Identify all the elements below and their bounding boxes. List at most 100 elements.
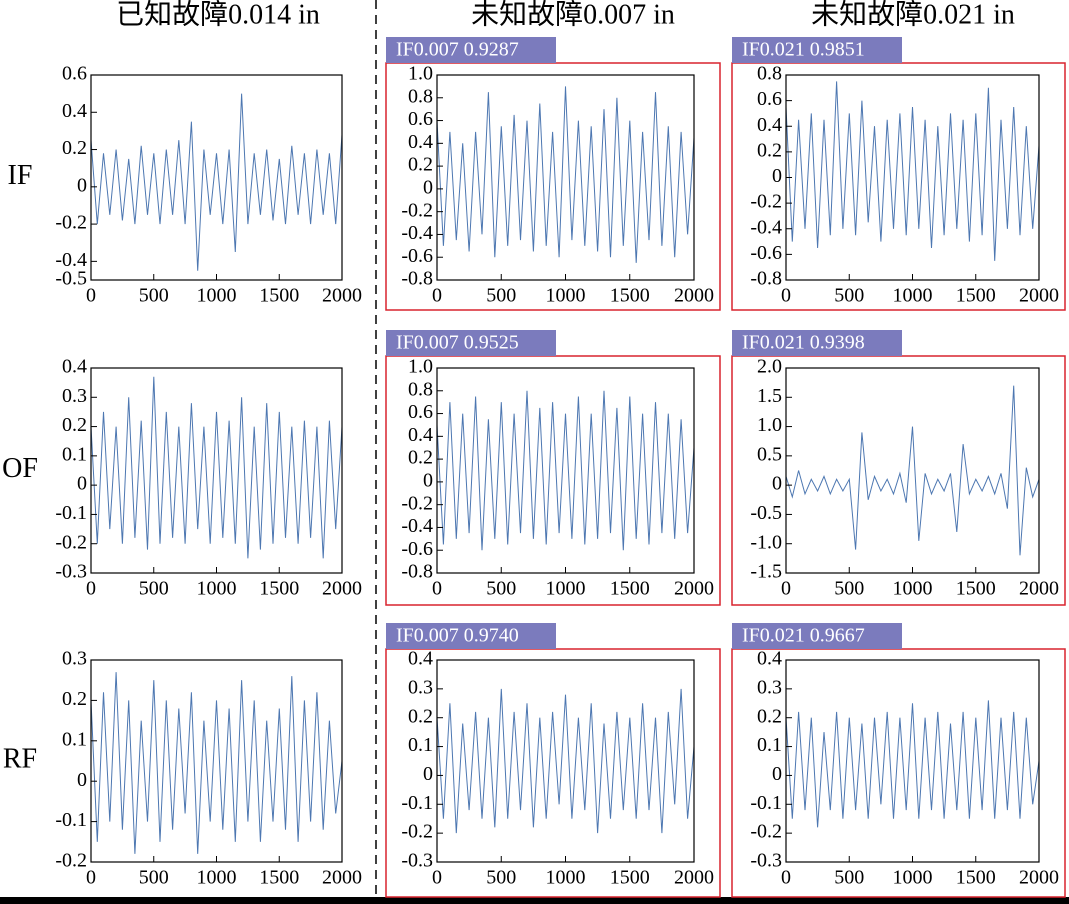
y-tick-label: 0.1 [408,734,433,756]
highlight-box [385,648,721,898]
y-tick-label: -0.2 [55,850,87,872]
x-tick-label: 500 [486,578,516,600]
y-tick-label: 0.2 [757,705,782,727]
signal-line [785,700,1040,828]
y-tick-label: -0.2 [55,531,87,553]
label-badge [732,623,902,649]
x-tick-label: 1000 [197,867,237,889]
y-tick-label: 0.6 [62,63,87,85]
row-label: IF [8,160,33,191]
label-badge [386,37,556,63]
x-tick-label: 2000 [674,578,714,600]
y-tick-label: -0.2 [401,492,433,514]
x-tick-label: 1500 [259,578,299,600]
y-tick-label: -0.8 [401,268,433,290]
axes-frame [90,659,343,863]
x-tick-label: 500 [139,285,169,307]
y-tick-label: 0.2 [62,137,87,159]
label-badge [732,330,902,356]
x-tick-label: 1500 [259,867,299,889]
x-tick-label: 0 [432,867,442,889]
y-tick-label: -0.4 [750,216,782,238]
y-tick-label: 0 [772,763,782,785]
y-tick-label: -0.4 [401,515,433,537]
signal-line [90,93,343,271]
x-tick-label: 1500 [259,285,299,307]
badge-text: IF0.007 0.9740 [396,625,519,647]
y-tick-label: 0.8 [408,85,433,107]
y-tick-label: 0.1 [62,728,87,750]
column-title: 未知故障0.007 in [471,0,675,30]
y-tick-label: 1.5 [757,385,782,407]
signal-line [436,390,695,551]
badge-text: IF0.021 0.9667 [742,625,865,647]
x-tick-label: 0 [86,867,96,889]
axes-frame [436,74,695,281]
signal-line [785,81,1040,261]
y-tick-label: 0.1 [757,734,782,756]
y-tick-label: 0.6 [408,401,433,423]
y-tick-label: -0.3 [55,561,87,583]
x-tick-label: 2000 [674,285,714,307]
x-tick-label: 500 [834,867,864,889]
y-tick-label: 0.3 [757,676,782,698]
y-tick-label: 0 [423,176,433,198]
x-tick-label: 2000 [1019,285,1059,307]
y-tick-label: -0.1 [750,792,782,814]
badge-text: IF0.021 0.9398 [742,332,865,354]
x-tick-label: 2000 [322,578,362,600]
badge-text: IF0.007 0.9525 [396,332,519,354]
y-tick-label: -1.5 [750,561,782,583]
x-tick-label: 1500 [956,578,996,600]
signal-line [90,672,343,854]
x-tick-label: 1000 [197,578,237,600]
y-tick-label: -0.3 [750,850,782,872]
y-tick-label: 0.3 [408,676,433,698]
y-tick-label: -0.8 [750,268,782,290]
x-tick-label: 1000 [893,578,933,600]
label-badge [386,330,556,356]
column-title: 已知故障0.014 in [116,0,320,30]
y-tick-label: 0.3 [62,648,87,670]
x-tick-label: 2000 [1019,578,1059,600]
y-tick-label: 0.6 [757,88,782,110]
x-tick-label: 1500 [956,285,996,307]
y-tick-label: 0.2 [408,447,433,469]
x-tick-label: 500 [486,867,516,889]
y-tick-label: 0.2 [408,705,433,727]
bottom-bar [0,897,1069,904]
x-tick-label: 1000 [893,285,933,307]
y-tick-label: 0.1 [62,443,87,465]
y-tick-label: 0 [77,473,87,495]
highlight-box [385,62,721,311]
y-tick-label: 0.4 [757,114,782,136]
y-tick-label: 0.4 [408,131,433,153]
y-tick-label: -0.5 [55,268,87,290]
x-tick-label: 1500 [610,285,650,307]
y-tick-label: 0 [423,763,433,785]
x-tick-label: 0 [86,285,96,307]
y-tick-label: -0.6 [750,242,782,264]
y-tick-label: 1.0 [408,356,433,378]
x-tick-label: 0 [781,578,791,600]
x-tick-label: 1000 [546,578,586,600]
x-tick-label: 1000 [546,285,586,307]
y-tick-label: 0.4 [408,648,433,670]
x-tick-label: 1500 [610,867,650,889]
y-tick-label: 0.4 [408,424,433,446]
y-tick-label: 0.3 [62,385,87,407]
y-tick-label: -1.0 [750,531,782,553]
y-tick-label: -0.1 [55,809,87,831]
y-tick-label: 0 [77,769,87,791]
x-tick-label: 1500 [956,867,996,889]
y-tick-label: -0.2 [55,212,87,234]
signal-line [785,385,1040,556]
x-tick-label: 2000 [1019,867,1059,889]
highlight-box [385,355,721,606]
y-tick-label: -0.1 [55,502,87,524]
y-tick-label: 0.4 [757,648,782,670]
x-tick-label: 500 [486,285,516,307]
column-title: 未知故障0.021 in [811,0,1015,30]
x-tick-label: 2000 [322,867,362,889]
y-tick-label: -0.5 [750,502,782,524]
